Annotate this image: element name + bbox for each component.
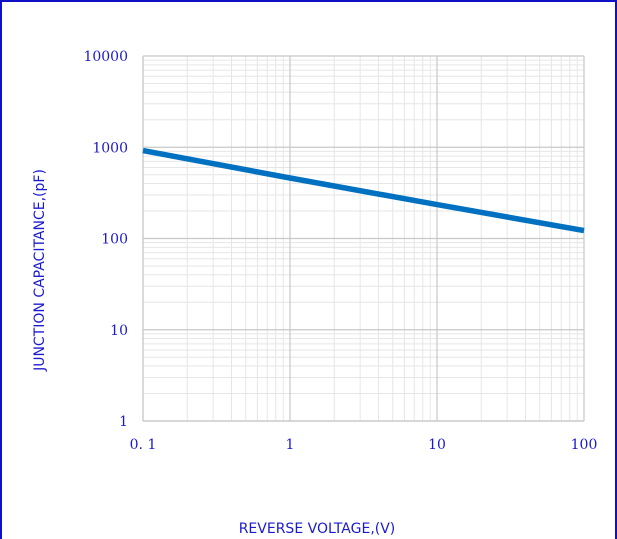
x-tick-labels: 0. 1 1 10 100 bbox=[130, 437, 598, 453]
y-tick-label: 10000 bbox=[83, 49, 128, 65]
series-line-1 bbox=[142, 147, 585, 234]
y-axis-title: JUNCTION CAPACITANCE,(pF) bbox=[32, 169, 48, 372]
x-tick-label: 0. 1 bbox=[130, 437, 157, 453]
y-tick-labels: 1 10 100 1000 10000 bbox=[83, 49, 128, 430]
x-tick-label: 1 bbox=[286, 437, 295, 453]
series-layer bbox=[142, 147, 585, 234]
x-axis-title: REVERSE VOLTAGE,(V) bbox=[239, 521, 396, 537]
y-tick-label: 1 bbox=[119, 414, 128, 430]
x-tick-label: 100 bbox=[571, 437, 598, 453]
x-tick-label: 10 bbox=[428, 437, 446, 453]
y-tick-label: 10 bbox=[110, 323, 128, 339]
y-tick-label: 100 bbox=[101, 232, 128, 248]
major-gridlines bbox=[142, 55, 585, 422]
y-tick-label: 1000 bbox=[92, 140, 128, 156]
